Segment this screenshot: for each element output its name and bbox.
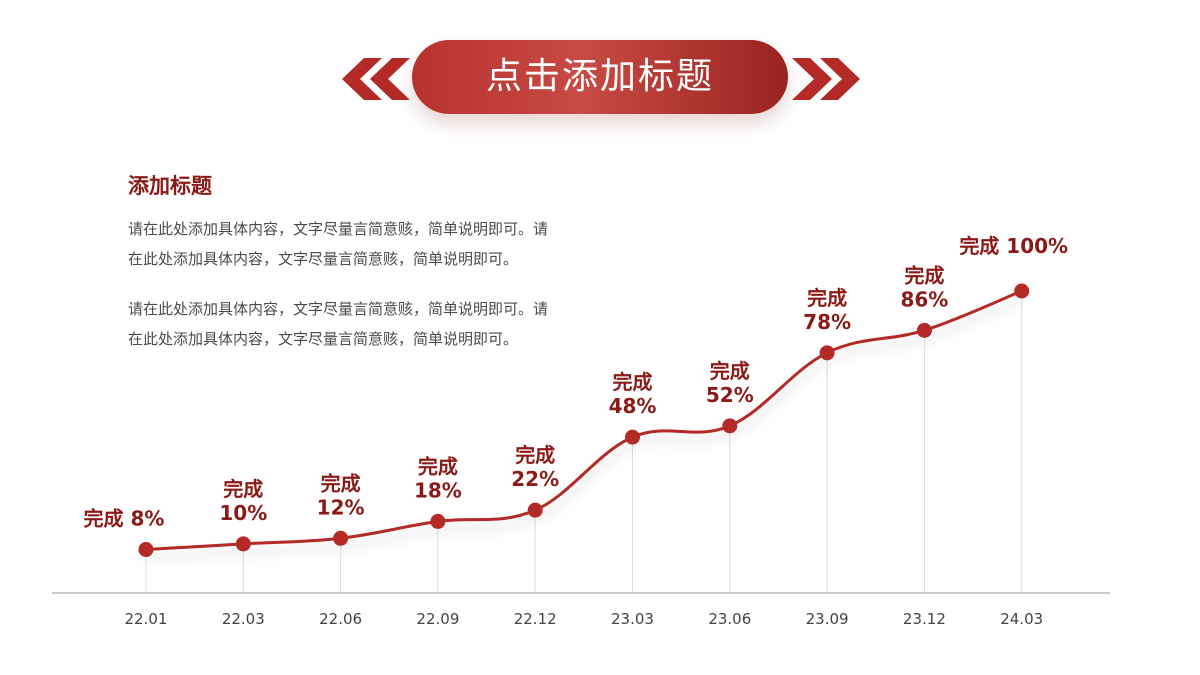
x-tick-label: 24.03 [1000, 610, 1043, 628]
x-tick-label: 23.06 [708, 610, 751, 628]
data-point [722, 418, 738, 434]
data-labels: 完成 8% 完成 10% 完成 12% 完成 18% 完成 22% 完成 48% 完成 52% 完成 78%… [84, 234, 1069, 531]
data-label: 完成 12% [317, 471, 365, 519]
x-tick-label: 22.09 [416, 610, 459, 628]
data-point [138, 542, 154, 558]
data-point [819, 345, 835, 361]
chevron-right-icon [792, 58, 860, 100]
data-point [1014, 283, 1030, 299]
data-label: 完成 52% [706, 359, 754, 407]
data-point [235, 536, 251, 552]
data-point [916, 322, 932, 338]
data-label: 完成 100% [959, 234, 1068, 258]
data-point [625, 429, 640, 445]
data-label: 完成 8% [84, 507, 165, 531]
x-tick-label: 22.06 [319, 610, 362, 628]
data-point [333, 530, 349, 546]
chevron-left-icon [342, 58, 410, 100]
paragraph-1: 请在此处添加具体内容，文字尽量言简意赅，简单说明即可。请在此处添加具体内容，文字… [128, 220, 549, 268]
x-tick-label: 22.12 [514, 610, 557, 628]
data-label: 完成 18% [414, 454, 462, 502]
page-title: 点击添加标题 [412, 40, 788, 114]
data-label: 完成 10% [219, 477, 267, 525]
x-tick-label: 22.01 [125, 610, 168, 628]
paragraph-2: 请在此处添加具体内容，文字尽量言简意赅，简单说明即可。请在此处添加具体内容，文字… [128, 300, 549, 348]
x-tick-labels: 22.01 22.03 22.06 22.09 22.12 23.03 23.06 23.09… [125, 610, 1044, 628]
data-label: 完成 86% [900, 263, 948, 311]
section-subtitle: 添加标题 [128, 174, 212, 198]
header: 点击添加标题 [0, 0, 1200, 140]
data-label: 完成 48% [609, 370, 657, 418]
data-point [527, 502, 543, 518]
data-label: 完成 22% [511, 443, 559, 491]
text-block: 添加标题 请在此处添加具体内容，文字尽量言简意赅，简单说明即可。请在此处添加具体… [128, 170, 548, 374]
data-point [430, 513, 446, 529]
guide-lines [145, 291, 1023, 593]
data-points [138, 283, 1030, 558]
x-tick-label: 22.03 [222, 610, 265, 628]
data-label: 完成 78% [803, 286, 851, 334]
x-tick-label: 23.09 [806, 610, 849, 628]
series-line [145, 289, 1023, 552]
x-tick-label: 23.03 [611, 610, 654, 628]
x-tick-label: 23.12 [903, 610, 946, 628]
